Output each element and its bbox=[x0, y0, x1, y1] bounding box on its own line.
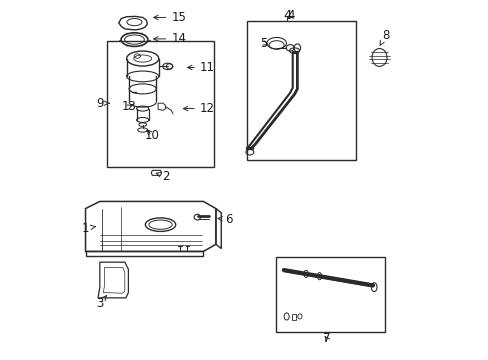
Text: 15: 15 bbox=[153, 11, 186, 24]
Text: 11: 11 bbox=[187, 61, 214, 74]
Bar bbox=[275, 257, 384, 332]
Bar bbox=[291, 314, 295, 320]
Text: 4: 4 bbox=[283, 9, 291, 22]
Text: 6: 6 bbox=[218, 213, 232, 226]
Bar bbox=[107, 41, 214, 167]
Bar bbox=[247, 21, 356, 160]
Text: 9: 9 bbox=[96, 97, 109, 110]
Text: 8: 8 bbox=[379, 29, 388, 45]
Text: 14: 14 bbox=[153, 32, 186, 45]
Text: 13: 13 bbox=[121, 100, 136, 113]
Text: 4: 4 bbox=[287, 9, 294, 22]
Text: 7: 7 bbox=[323, 333, 330, 346]
Text: 10: 10 bbox=[144, 129, 159, 142]
Text: 5: 5 bbox=[260, 37, 267, 50]
Text: 1: 1 bbox=[82, 222, 95, 235]
Text: 12: 12 bbox=[183, 102, 214, 115]
Text: 3: 3 bbox=[96, 296, 106, 310]
Text: 2: 2 bbox=[156, 170, 169, 183]
